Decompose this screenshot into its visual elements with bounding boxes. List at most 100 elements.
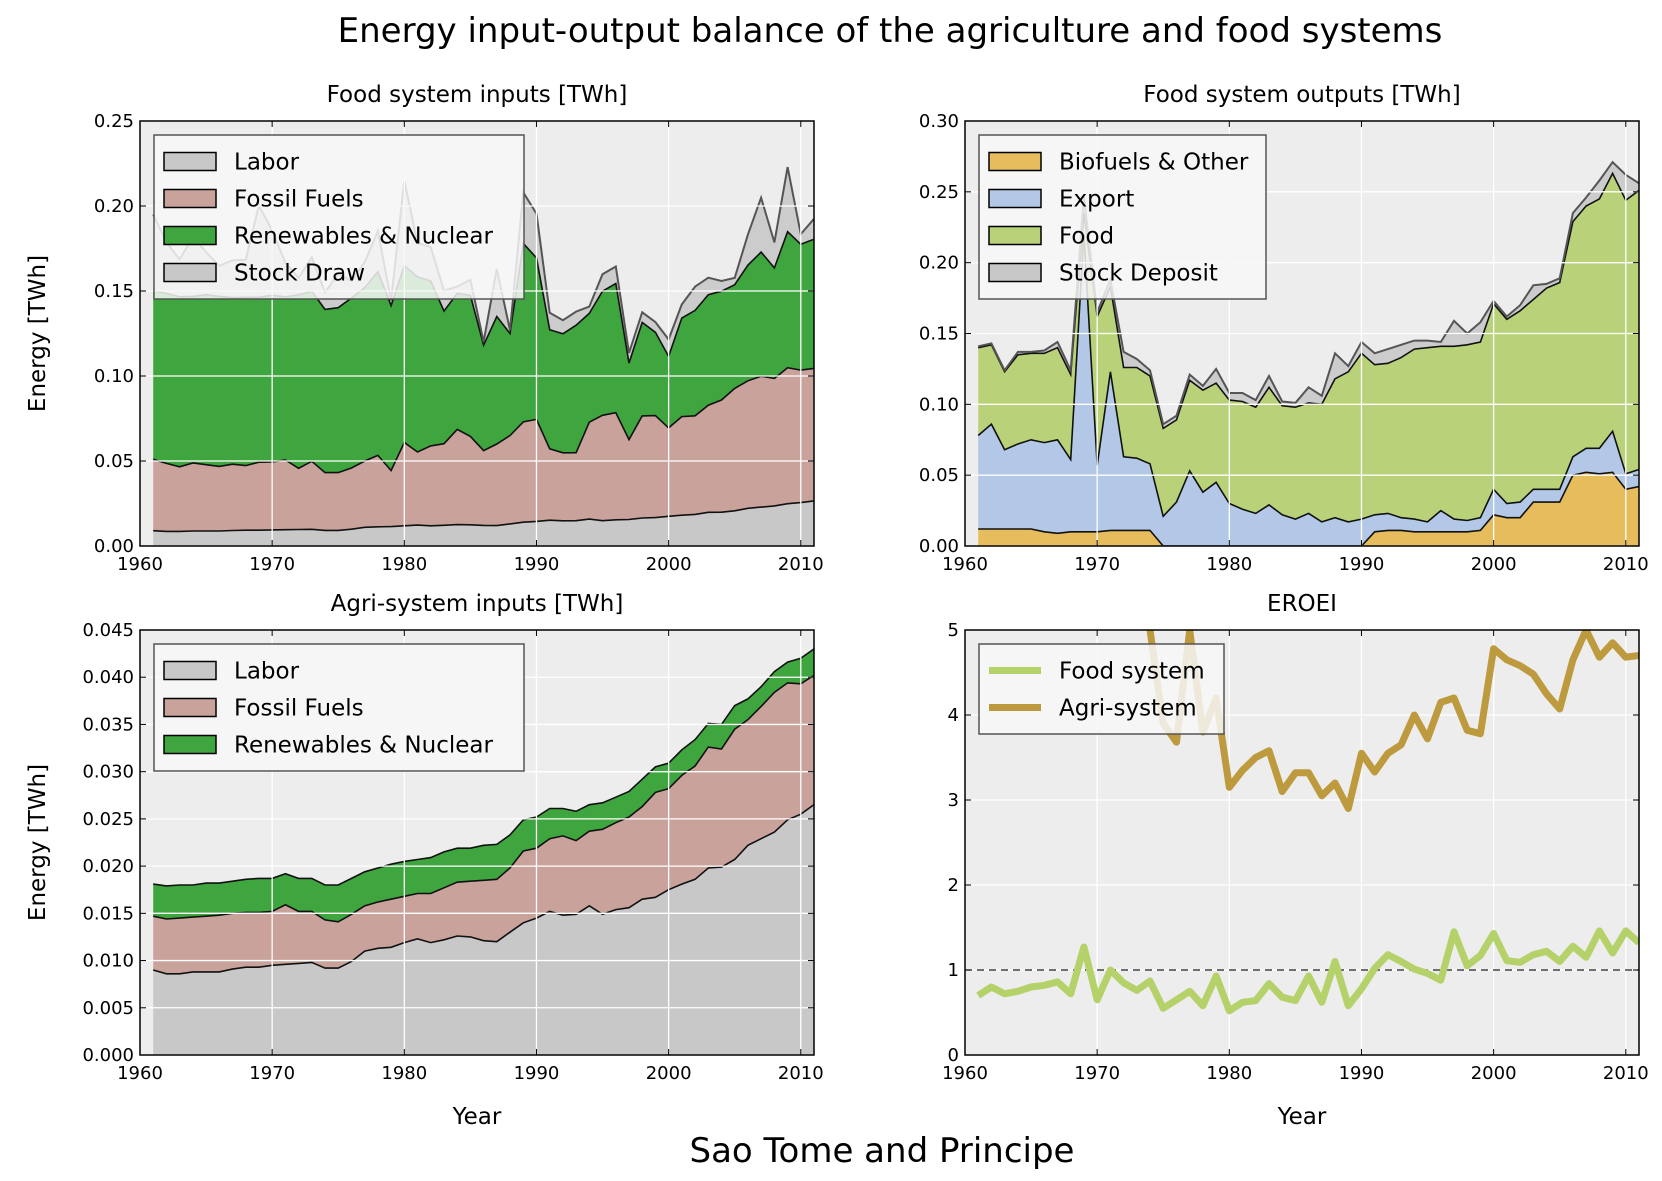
y-axis-label: Energy [TWh] <box>25 764 51 921</box>
x-tick-label: 2010 <box>1603 1063 1649 1084</box>
legend-label: Food system <box>1059 659 1205 685</box>
area-edge-line <box>152 366 814 474</box>
y-tick-label: 2 <box>948 875 959 896</box>
x-tick-label: 2000 <box>646 1063 692 1084</box>
legend-label: Fossil Fuels <box>234 696 364 722</box>
x-tick-label: 1960 <box>117 554 163 575</box>
y-tick-label: 0.05 <box>94 451 134 472</box>
y-tick-label: 0.30 <box>919 111 959 132</box>
x-tick-label: 2010 <box>778 1063 824 1084</box>
area-edge-line <box>153 674 814 923</box>
legend-swatch <box>988 225 1042 246</box>
y-tick-label: 0.05 <box>919 465 959 486</box>
x-tick-label: 1980 <box>1206 1063 1252 1084</box>
y-tick-label: 0.20 <box>919 253 959 274</box>
x-tick-label: 2000 <box>1471 1063 1517 1084</box>
x-tick-label: 1990 <box>1339 1063 1385 1084</box>
area-edge-line <box>153 500 814 533</box>
x-tick-label: 2000 <box>646 554 692 575</box>
panel-title: Food system inputs [TWh] <box>327 82 628 108</box>
y-tick-label: 0.015 <box>82 903 134 924</box>
area-renewables-nuclear <box>153 231 814 473</box>
legend: Biofuels & Other Export Food Stock Deposit <box>978 134 1267 300</box>
legend-swatch <box>163 697 217 718</box>
area-fossil-fuels <box>153 675 814 974</box>
x-tick-label: 1990 <box>514 554 560 575</box>
plot-area <box>965 630 1639 1055</box>
panel-2: Food system outputs [TWh] 1960 1970 1980 199… <box>919 82 1649 575</box>
x-tick-label: 1980 <box>1206 554 1252 575</box>
x-tick-label: 1990 <box>1339 554 1385 575</box>
y-tick-label: 3 <box>948 790 959 811</box>
area-edge-line <box>152 804 814 975</box>
panel-3: Agri-system inputs [TWh] 1960 1970 1980 1990… <box>25 591 824 1130</box>
figure-title: Energy input-output balance of the agric… <box>338 11 1443 51</box>
y-tick-label: 0.035 <box>82 714 134 735</box>
legend: Food system Agri-system <box>978 643 1225 735</box>
legend-label: Renewables & Nuclear <box>234 224 493 250</box>
plot-frame <box>139 629 815 1056</box>
legend-swatch <box>163 660 217 681</box>
legend-swatch <box>988 151 1042 172</box>
legend-label: Labor <box>234 659 300 685</box>
panel-title: Food system outputs [TWh] <box>1143 82 1460 108</box>
x-tick-label: 1970 <box>1074 554 1120 575</box>
panel-title: Agri-system inputs [TWh] <box>331 591 624 617</box>
legend-swatch <box>163 225 217 246</box>
x-tick-label: 1960 <box>117 1063 163 1084</box>
y-tick-label: 0.25 <box>919 182 959 203</box>
legend-swatch <box>163 262 217 283</box>
line-agri-system <box>1146 630 1639 812</box>
panel-4: EROEI 1960 1970 1980 1990 2000 2010 0 1 2 3 4 5 Year F… <box>942 591 1649 1130</box>
y-tick-label: 1 <box>948 960 959 981</box>
y-tick-label: 0.010 <box>82 951 134 972</box>
x-tick-label: 1990 <box>514 1063 560 1084</box>
y-tick-label: 0.00 <box>94 536 134 557</box>
y-axis-label: Energy [TWh] <box>25 255 51 412</box>
legend: Labor Fossil Fuels Renewables & Nuclear Sto… <box>153 134 525 300</box>
legend-label: Stock Draw <box>234 261 365 287</box>
legend-swatch <box>163 188 217 209</box>
area-fossil-fuels <box>153 367 814 532</box>
line-food-system <box>976 927 1639 1015</box>
y-tick-label: 0.020 <box>82 856 134 877</box>
legend-swatch <box>163 151 217 172</box>
figure-footer: Sao Tome and Principe <box>690 1131 1075 1171</box>
y-tick-label: 0.040 <box>82 667 134 688</box>
x-tick-label: 1970 <box>1074 1063 1120 1084</box>
area-export <box>978 234 1639 546</box>
y-tick-label: 0.10 <box>94 366 134 387</box>
legend-swatch <box>988 188 1042 209</box>
x-tick-label: 1970 <box>249 1063 295 1084</box>
x-tick-label: 1980 <box>381 1063 427 1084</box>
y-tick-label: 0.030 <box>82 762 134 783</box>
legend-label: Labor <box>234 150 300 176</box>
legend: Labor Fossil Fuels Renewables & Nuclear <box>153 643 525 772</box>
panels: Food system inputs [TWh] 1960 1970 1980 1990… <box>25 82 1649 1130</box>
x-tick-label: 2000 <box>1471 554 1517 575</box>
legend-label: Export <box>1059 187 1134 213</box>
y-tick-label: 0.25 <box>94 111 134 132</box>
x-axis-label: Year <box>1277 1104 1327 1130</box>
x-tick-label: 1970 <box>249 554 295 575</box>
x-tick-label: 1960 <box>942 554 988 575</box>
panel-1: Food system inputs [TWh] 1960 1970 1980 1990… <box>25 82 824 575</box>
area-labor <box>153 500 814 546</box>
y-tick-label: 0.025 <box>82 809 134 830</box>
legend-label: Food <box>1059 224 1114 250</box>
area-renewables-nuclear <box>153 648 814 922</box>
y-tick-label: 4 <box>948 705 959 726</box>
legend-label: Fossil Fuels <box>234 187 364 213</box>
y-tick-label: 0.045 <box>82 620 134 641</box>
legend-label: Biofuels & Other <box>1059 150 1249 176</box>
y-tick-label: 0.15 <box>919 324 959 345</box>
plot-frame <box>139 120 815 547</box>
panel-title: EROEI <box>1267 591 1337 617</box>
x-axis-label: Year <box>452 1104 502 1130</box>
legend-label: Renewables & Nuclear <box>234 733 493 759</box>
area-edge-line <box>153 648 814 887</box>
x-tick-label: 1960 <box>942 1063 988 1084</box>
y-tick-label: 0.000 <box>82 1045 134 1066</box>
legend-label: Agri-system <box>1059 696 1197 722</box>
